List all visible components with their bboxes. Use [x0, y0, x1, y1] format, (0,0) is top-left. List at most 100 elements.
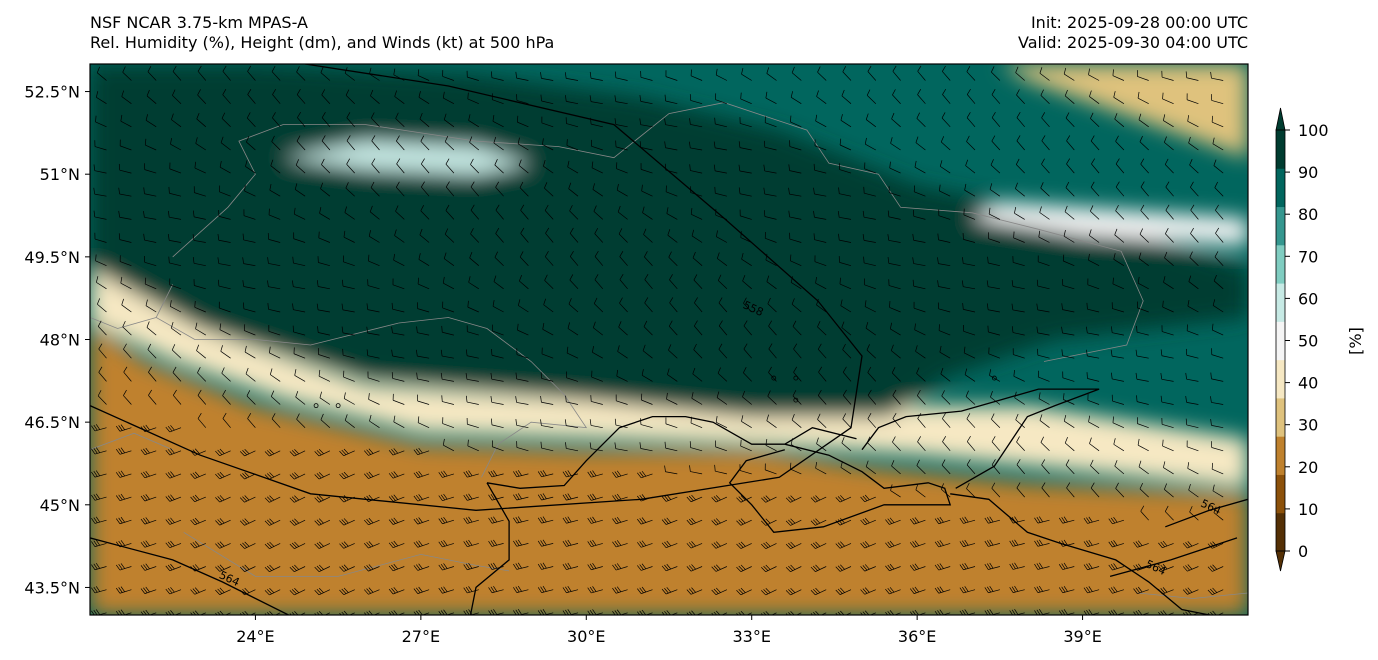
wind-barb — [669, 297, 678, 313]
wind-barb — [172, 366, 182, 382]
colorbar-tick-label: 20 — [1298, 458, 1318, 477]
wind-barb — [785, 495, 802, 503]
wind-barb — [1211, 441, 1224, 452]
wind-barb — [1137, 301, 1149, 313]
wind-barb — [1015, 413, 1025, 428]
colorbar-segment — [1276, 206, 1285, 246]
wind-barb — [1038, 392, 1050, 405]
wind-barb — [195, 322, 206, 336]
wind-barb — [119, 255, 132, 267]
wind-barb — [491, 418, 504, 429]
wind-barb — [537, 539, 554, 547]
wind-barb — [716, 230, 728, 243]
wind-barb — [761, 587, 777, 596]
humidity-region — [972, 201, 1248, 246]
wind-barb — [916, 367, 926, 382]
wind-barb — [984, 562, 1000, 570]
wind-barb — [713, 141, 727, 151]
wind-barb — [1108, 563, 1125, 571]
wind-barb — [860, 564, 876, 572]
wind-barb — [1160, 349, 1174, 359]
wind-barb — [492, 114, 504, 128]
wind-barb — [122, 66, 132, 81]
colorbar-tick-label: 80 — [1298, 205, 1318, 224]
lat-tick-label: 46.5°N — [24, 413, 80, 432]
wind-barb — [564, 419, 579, 429]
latitude-axis: 43.5°N 45°N 46.5°N 48°N 49.5°N 51°N 52.5°N — [24, 83, 90, 597]
wind-barb — [366, 303, 380, 313]
wind-barb — [964, 183, 976, 197]
wind-barb — [965, 159, 976, 174]
wind-barb — [1016, 135, 1025, 151]
wind-barb — [666, 207, 678, 220]
colorbar-min-arrow — [1275, 550, 1286, 572]
wind-barb — [1016, 89, 1025, 104]
wind-barb — [1039, 414, 1050, 428]
colorbar-max-arrow — [1275, 107, 1286, 131]
wind-barb — [1037, 255, 1050, 267]
wind-barb — [594, 227, 604, 243]
wind-barb — [842, 66, 852, 81]
wind-barb — [395, 112, 405, 128]
wind-barb — [761, 564, 777, 573]
wind-barb — [718, 320, 728, 336]
wind-barb — [1140, 181, 1149, 197]
wind-barb — [766, 414, 777, 428]
country-border — [155, 284, 399, 346]
wind-barb — [937, 302, 951, 313]
wind-barb — [513, 493, 529, 501]
wind-barb — [715, 415, 728, 429]
wind-barb — [442, 70, 455, 81]
wind-barb — [463, 539, 479, 548]
wind-barb — [1041, 135, 1050, 151]
wind-barb — [544, 204, 554, 220]
wind-barb — [840, 114, 852, 128]
wind-barb — [937, 257, 951, 267]
wind-barb — [839, 163, 852, 174]
wind-barb — [343, 230, 355, 243]
wind-barb — [146, 89, 157, 104]
wind-barb — [641, 369, 653, 382]
wind-barb — [966, 65, 976, 81]
wind-barb — [515, 396, 529, 405]
wind-barb — [195, 137, 206, 151]
wind-barb — [368, 230, 380, 243]
wind-barb — [218, 210, 231, 220]
wind-barb — [962, 257, 976, 267]
wind-barb — [417, 69, 430, 81]
wind-barb — [417, 277, 430, 290]
wind-barb — [741, 67, 752, 81]
wind-barb — [562, 493, 579, 501]
wind-barb — [641, 184, 653, 197]
wind-barb — [690, 208, 703, 220]
wind-barb — [717, 367, 728, 382]
wind-barb — [492, 324, 504, 336]
wind-barb — [388, 471, 405, 479]
wind-barb — [761, 495, 777, 503]
wind-barb — [864, 300, 876, 313]
wind-barb — [989, 183, 1001, 197]
wind-barb — [591, 370, 603, 382]
wind-barb — [495, 227, 504, 243]
lat-tick-label: 48°N — [40, 331, 80, 350]
wind-barb — [165, 471, 182, 479]
wind-barb — [738, 187, 752, 197]
wind-barb — [145, 114, 157, 128]
wind-barb — [785, 518, 802, 526]
wind-barb — [739, 209, 752, 220]
wind-barb — [293, 347, 306, 359]
wind-barb — [542, 323, 554, 336]
wind-barb — [513, 562, 529, 570]
wind-barb — [1111, 394, 1125, 405]
wind-barb — [959, 562, 976, 571]
wind-barb — [1185, 348, 1199, 359]
wind-barb — [934, 563, 951, 571]
wind-barb — [1091, 158, 1100, 174]
wind-barb — [619, 251, 628, 266]
wind-barb — [438, 470, 455, 478]
wind-barb — [615, 140, 628, 151]
wind-barb — [1139, 135, 1149, 151]
wind-barb — [342, 279, 355, 290]
wind-barb — [1041, 482, 1050, 498]
wind-barb — [1190, 227, 1199, 243]
